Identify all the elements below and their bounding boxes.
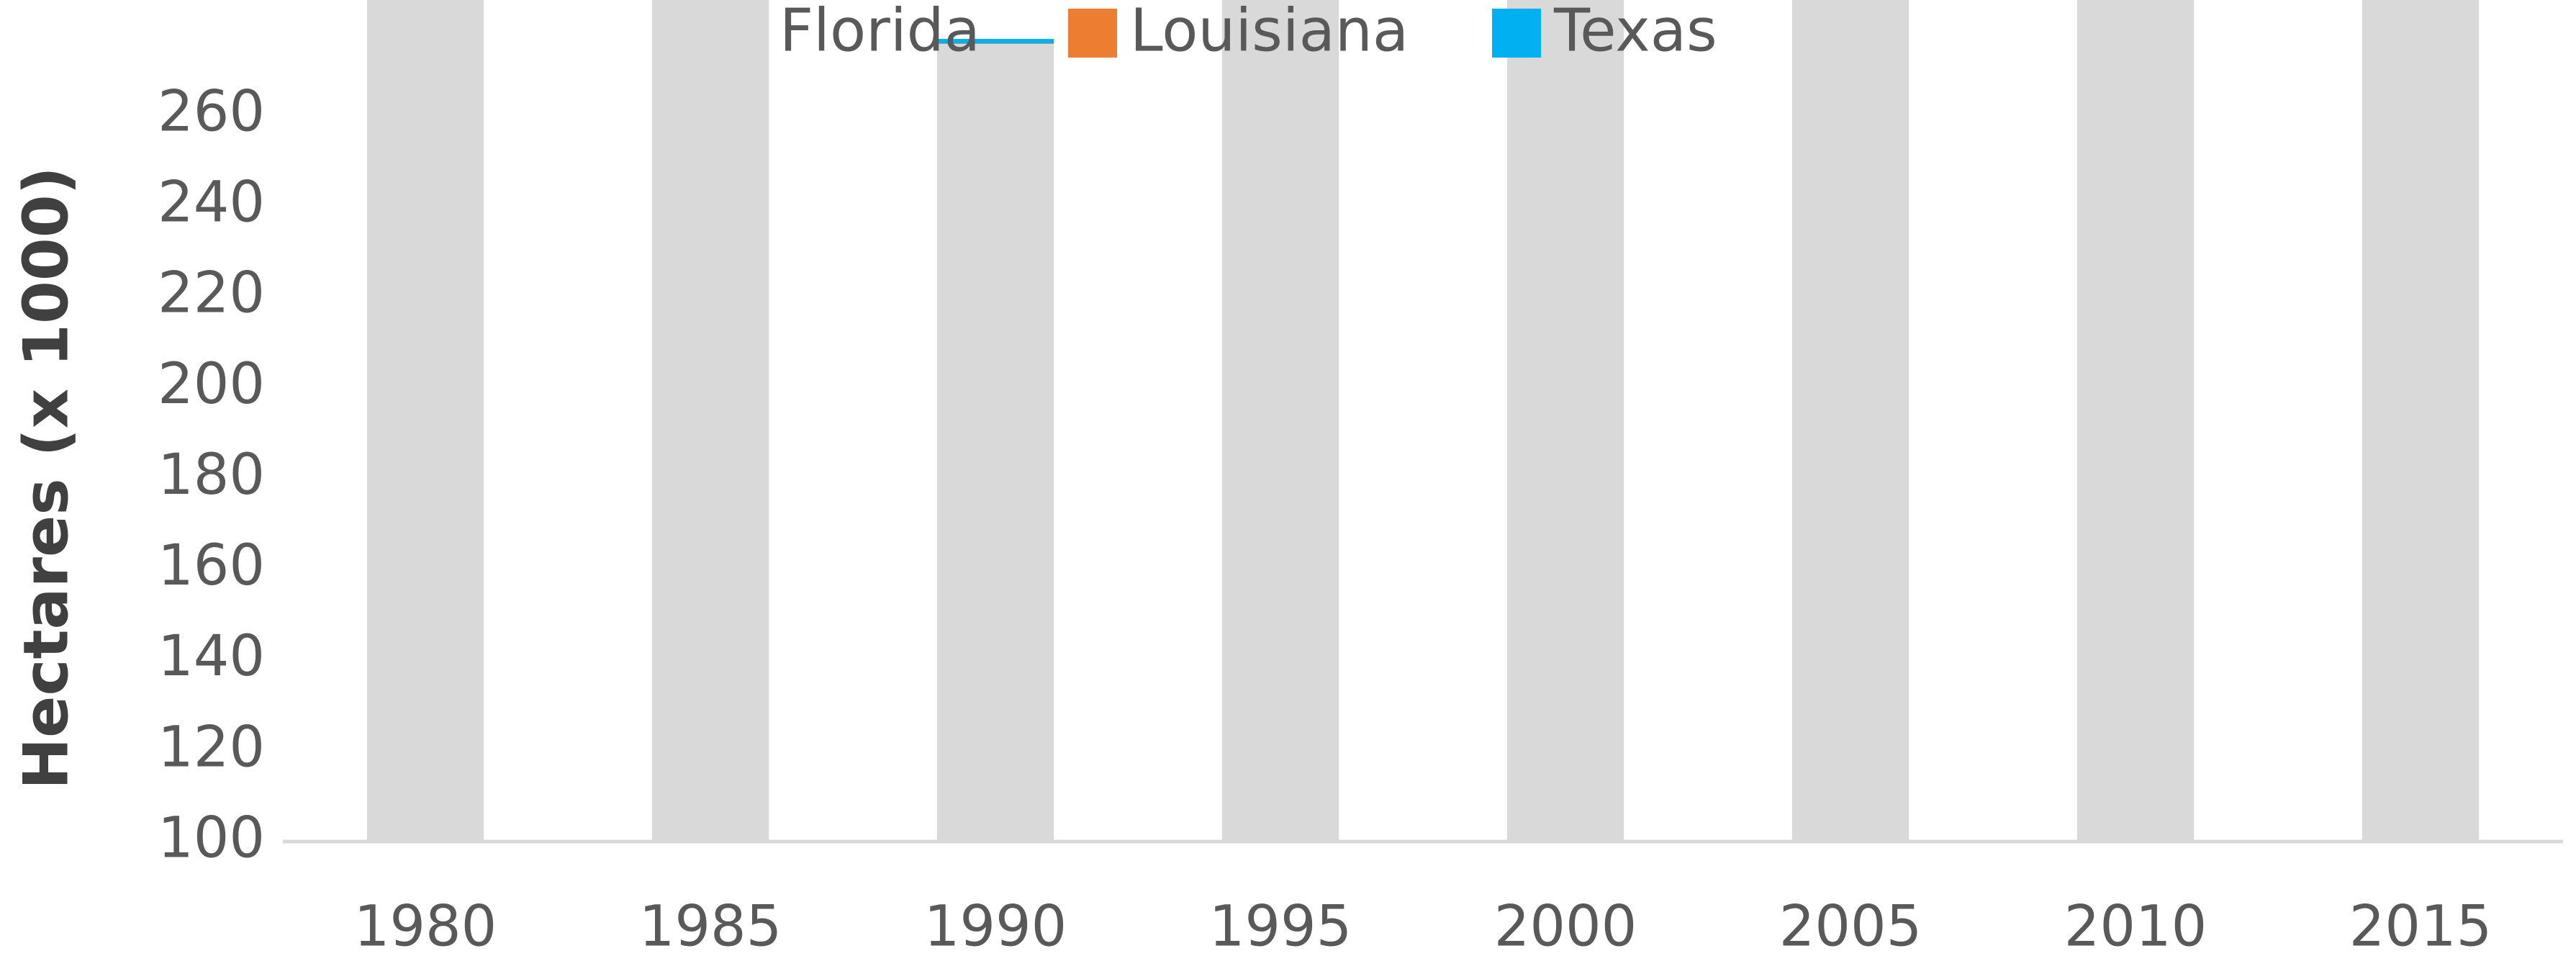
legend-label: Texas — [1553, 0, 1717, 65]
x-tick-label: 2000 — [1494, 894, 1637, 959]
bar-segment — [2076, 0, 2195, 842]
x-tick-label: 2010 — [2064, 894, 2207, 959]
bar-segment — [936, 43, 1054, 44]
y-tick-label: 140 — [158, 624, 265, 689]
legend-label: Louisiana — [1130, 0, 1409, 65]
y-axis-title: Hectares (x 1000) — [10, 166, 82, 790]
bar-segment — [1791, 0, 1910, 842]
x-tick-label: 2005 — [1779, 894, 1922, 959]
bar-segment — [651, 0, 769, 842]
y-tick-label: 220 — [158, 261, 265, 326]
x-tick-label: 1985 — [639, 894, 782, 959]
y-tick-label: 160 — [158, 533, 265, 598]
bar-segment — [2362, 0, 2480, 842]
bar-segment — [936, 43, 1054, 842]
y-tick-label: 240 — [158, 171, 265, 235]
x-tick-label: 1995 — [1209, 894, 1352, 959]
x-tick-label: 1990 — [924, 894, 1067, 959]
y-tick-label: 180 — [158, 443, 265, 508]
bar-segment — [936, 39, 1054, 44]
legend-label: Florida — [779, 0, 980, 65]
bar-segment — [366, 0, 484, 842]
y-tick-label: 260 — [158, 79, 265, 144]
legend-swatch — [1492, 9, 1541, 58]
y-tick-label: 100 — [158, 806, 265, 870]
legend-swatch — [718, 9, 767, 58]
bar-segment — [1506, 0, 1624, 842]
x-tick-label: 2015 — [2349, 894, 2493, 959]
legend-swatch — [1068, 9, 1117, 58]
y-tick-label: 120 — [158, 715, 265, 780]
bar-segment — [1221, 0, 1339, 842]
x-tick-label: 1980 — [354, 894, 497, 959]
y-tick-label: 200 — [158, 352, 265, 417]
